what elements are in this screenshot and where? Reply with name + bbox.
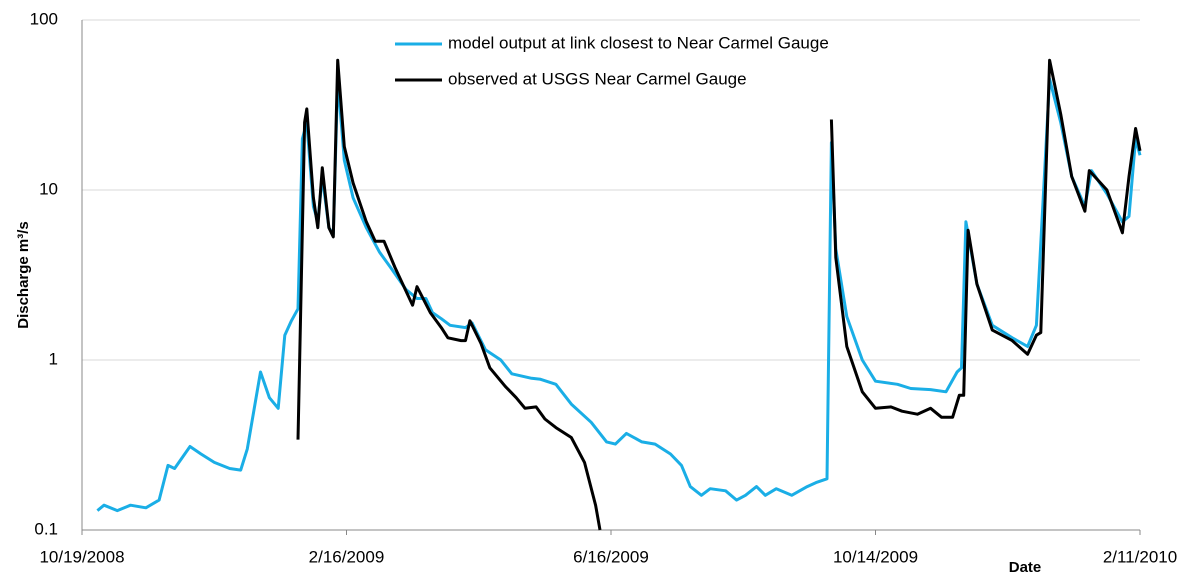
x-tick-label: 2/11/2010 <box>1103 547 1177 566</box>
y-tick-label: 100 <box>30 9 58 28</box>
legend-label: model output at link closest to Near Car… <box>448 33 829 52</box>
series-line <box>296 58 1142 531</box>
y-axis-label: Discharge m³/s <box>15 221 32 329</box>
y-tick-label: 10 <box>39 179 58 198</box>
y-tick-label: 0.1 <box>34 519 58 538</box>
x-tick-label: 10/19/2008 <box>39 547 124 566</box>
x-axis-label: Date <box>1009 559 1042 576</box>
x-tick-label: 10/14/2009 <box>833 547 918 566</box>
legend-label: observed at USGS Near Carmel Gauge <box>448 69 747 88</box>
x-tick-label: 6/16/2009 <box>573 547 649 566</box>
series-line <box>96 77 1142 513</box>
x-tick-label: 2/16/2009 <box>309 547 385 566</box>
y-tick-label: 1 <box>49 349 58 368</box>
